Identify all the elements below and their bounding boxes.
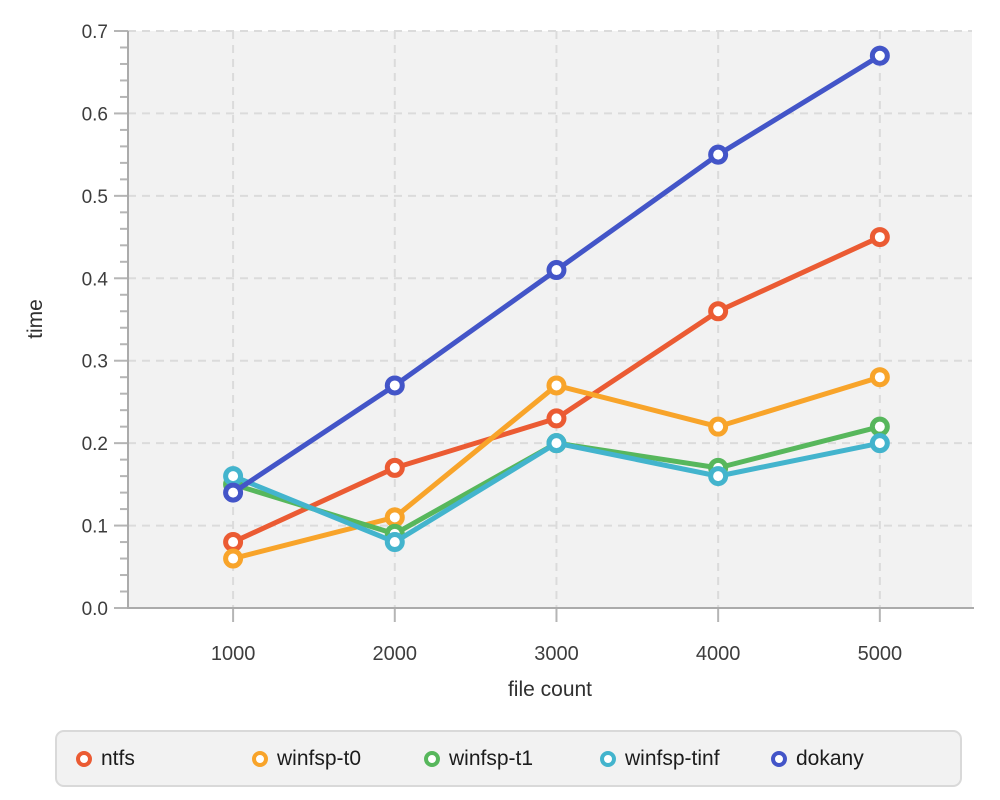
point-dokany-3000[interactable] bbox=[546, 260, 567, 281]
legend-label: dokany bbox=[796, 746, 864, 770]
point-ntfs-2000[interactable] bbox=[384, 457, 405, 478]
legend-item-winfsp-t0[interactable]: winfsp-t0 bbox=[252, 747, 424, 771]
legend-marker-icon bbox=[771, 750, 787, 767]
y-axis-title: time bbox=[24, 299, 47, 339]
legend-item-ntfs[interactable]: ntfs bbox=[76, 747, 252, 771]
x-tick-label: 1000 bbox=[211, 643, 256, 665]
y-tick-label: 0.3 bbox=[82, 352, 108, 373]
point-winfsp-t1-5000[interactable] bbox=[869, 416, 890, 437]
legend-label: winfsp-t0 bbox=[277, 746, 362, 770]
point-winfsp-tinf-1000[interactable] bbox=[223, 466, 244, 487]
point-winfsp-tinf-3000[interactable] bbox=[546, 433, 567, 454]
point-dokany-5000[interactable] bbox=[869, 45, 890, 66]
x-tick-label: 2000 bbox=[373, 643, 418, 665]
y-tick-label: 0.0 bbox=[82, 599, 108, 620]
point-winfsp-t0-5000[interactable] bbox=[869, 367, 890, 388]
legend-marker-icon bbox=[252, 750, 268, 767]
point-ntfs-3000[interactable] bbox=[546, 408, 567, 429]
point-ntfs-4000[interactable] bbox=[708, 301, 729, 322]
point-winfsp-t0-1000[interactable] bbox=[223, 548, 244, 569]
point-winfsp-tinf-5000[interactable] bbox=[869, 433, 890, 454]
point-dokany-1000[interactable] bbox=[223, 482, 244, 503]
point-winfsp-tinf-2000[interactable] bbox=[384, 532, 405, 553]
y-tick-label: 0.5 bbox=[82, 187, 108, 208]
point-winfsp-tinf-4000[interactable] bbox=[708, 466, 729, 487]
legend: ntfs winfsp-t0 winfsp-t1 winfsp-tinf dokany bbox=[55, 730, 962, 787]
legend-marker-icon bbox=[76, 750, 92, 767]
y-tick-label: 0.1 bbox=[82, 517, 108, 538]
plot-area bbox=[128, 31, 972, 608]
point-winfsp-t0-3000[interactable] bbox=[546, 375, 567, 396]
legend-item-winfsp-tinf[interactable]: winfsp-tinf bbox=[600, 747, 771, 771]
legend-label: winfsp-tinf bbox=[625, 746, 720, 770]
legend-item-dokany[interactable]: dokany bbox=[771, 747, 864, 771]
y-tick-label: 0.2 bbox=[82, 434, 108, 455]
x-tick-label: 3000 bbox=[534, 643, 579, 665]
legend-item-winfsp-t1[interactable]: winfsp-t1 bbox=[424, 747, 600, 771]
x-axis-title: file count bbox=[508, 678, 592, 701]
y-tick-label: 0.6 bbox=[82, 104, 108, 125]
legend-label: winfsp-t1 bbox=[449, 746, 534, 770]
chart-canvas: 0.0 0.1 0.2 0.3 0.4 0.5 0.6 0.7 1000 2000 3000 4000… bbox=[24, 22, 974, 701]
legend-label: ntfs bbox=[101, 746, 135, 770]
legend-marker-icon bbox=[600, 750, 616, 767]
point-winfsp-t0-2000[interactable] bbox=[384, 507, 405, 528]
point-ntfs-1000[interactable] bbox=[223, 532, 244, 553]
y-tick-label: 0.7 bbox=[82, 22, 108, 43]
point-dokany-4000[interactable] bbox=[708, 144, 729, 165]
x-tick-label: 4000 bbox=[696, 643, 741, 665]
point-winfsp-t0-4000[interactable] bbox=[708, 416, 729, 437]
point-ntfs-5000[interactable] bbox=[869, 227, 890, 248]
y-tick-label: 0.4 bbox=[82, 269, 109, 290]
point-dokany-2000[interactable] bbox=[384, 375, 405, 396]
legend-marker-icon bbox=[424, 750, 440, 767]
x-tick-label: 5000 bbox=[858, 643, 903, 665]
